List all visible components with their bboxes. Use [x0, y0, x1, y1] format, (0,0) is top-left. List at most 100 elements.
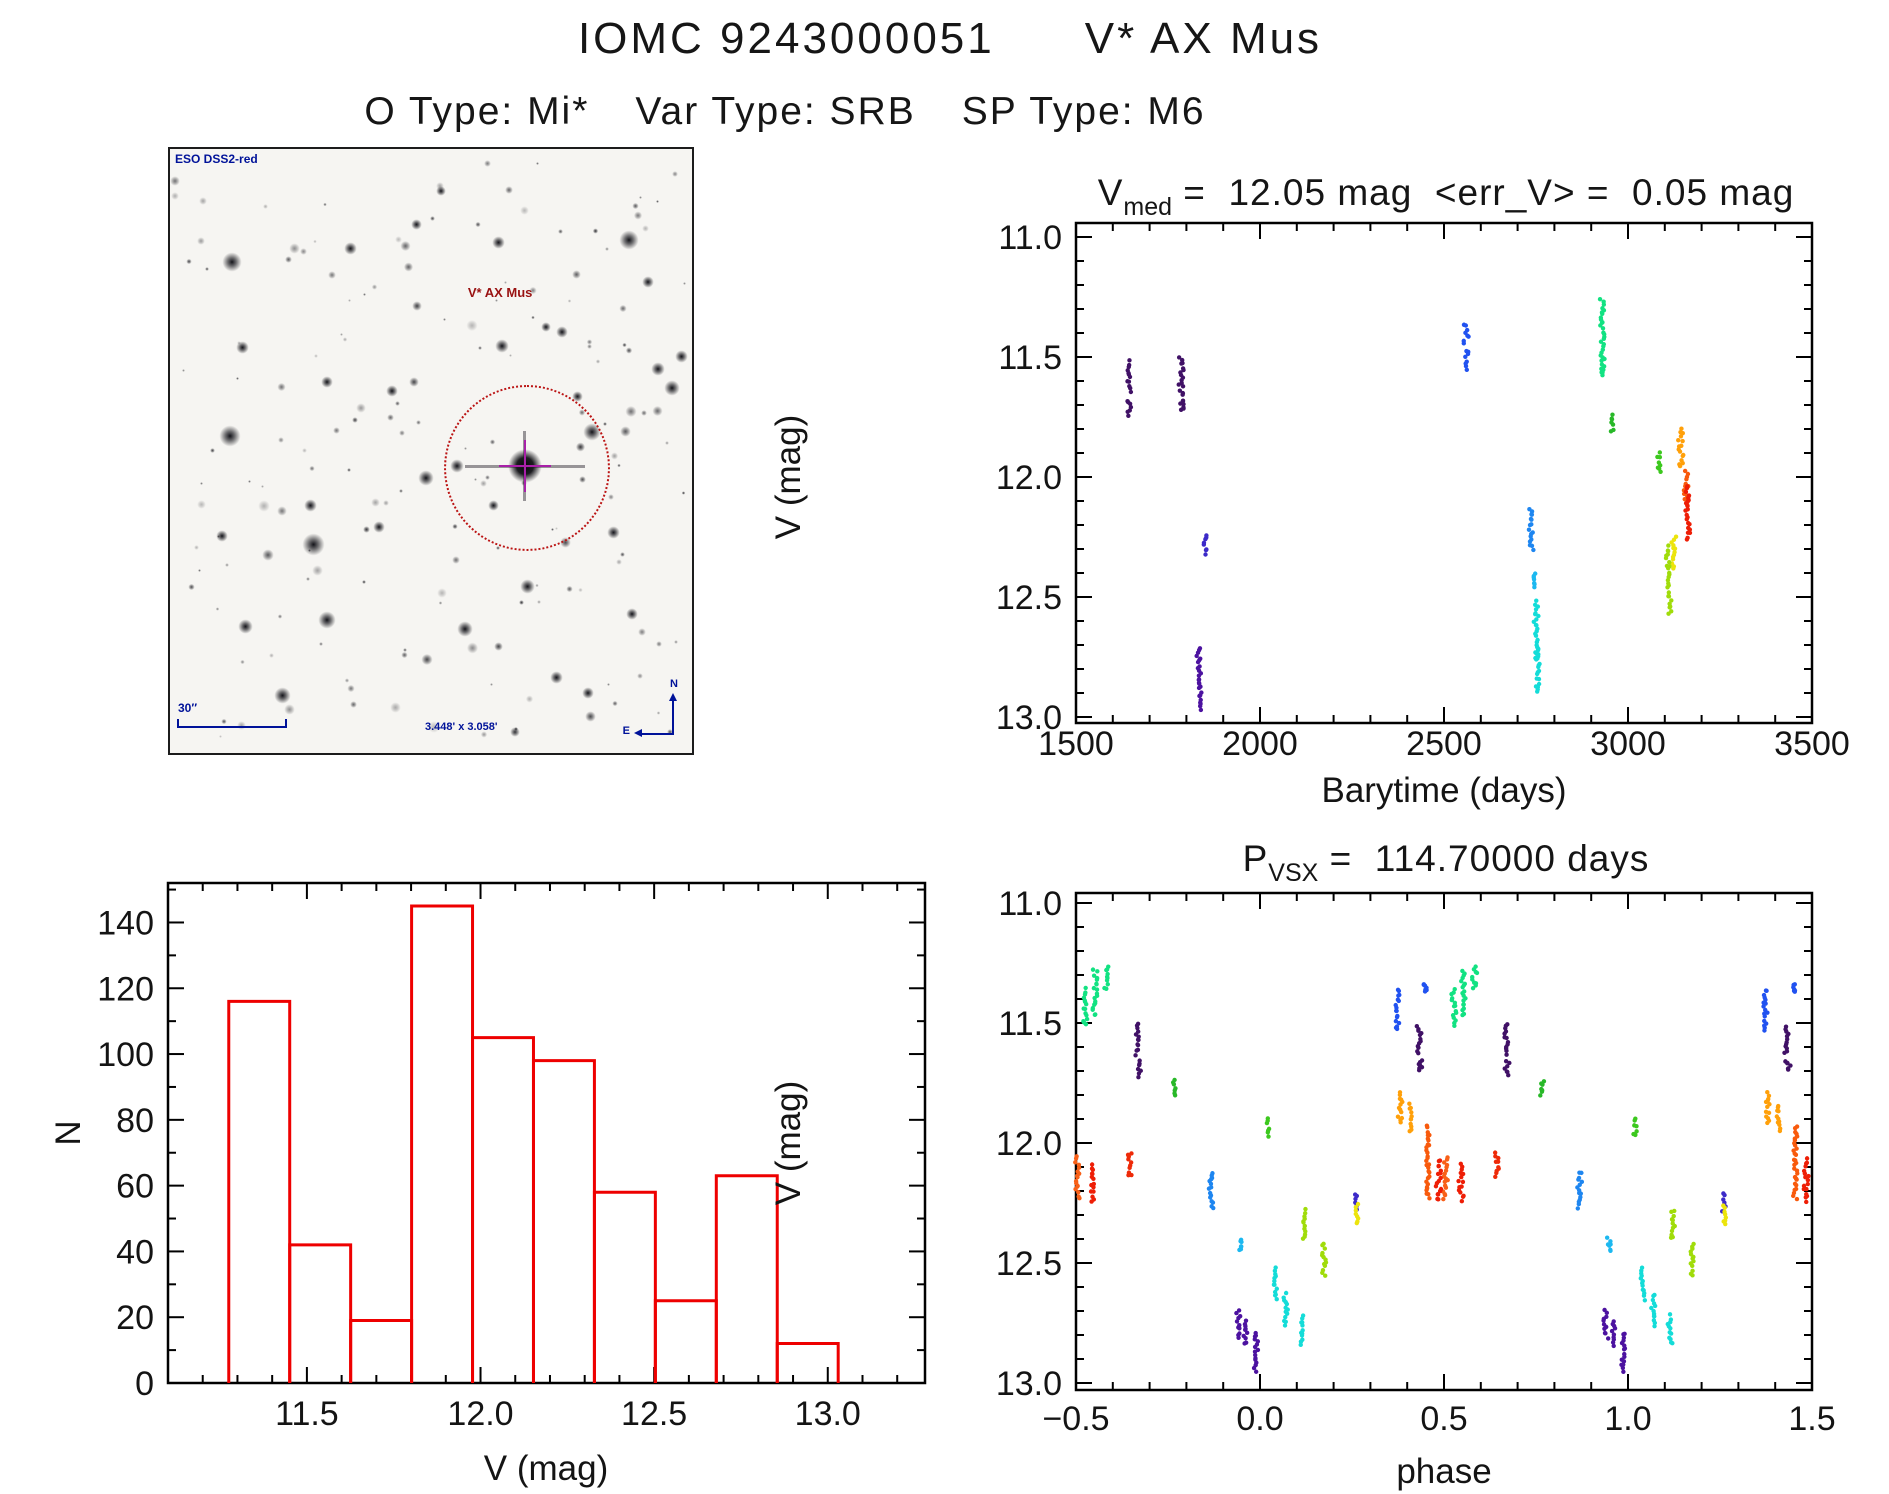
phase-axes: −0.5 0.0 0.5 1.0 1.5 11.0 11.5 12.0 12.5 13.0 — [996, 885, 1836, 1438]
star — [401, 652, 408, 659]
star — [452, 555, 461, 564]
star — [277, 614, 282, 619]
star — [350, 701, 358, 709]
svg-text:12.5: 12.5 — [996, 579, 1062, 617]
compass-icon: N E — [623, 678, 688, 747]
star — [398, 488, 403, 493]
star — [656, 711, 660, 715]
star — [558, 228, 564, 234]
star — [347, 684, 355, 692]
star — [639, 195, 643, 199]
star — [186, 258, 192, 265]
star — [395, 401, 400, 406]
svg-text:0: 0 — [135, 1365, 154, 1403]
svg-text:11.0: 11.0 — [998, 219, 1062, 257]
star — [417, 470, 434, 487]
star — [284, 703, 296, 716]
star — [284, 255, 292, 263]
page-title-id: IOMC 9243000051 — [577, 14, 995, 63]
star — [289, 243, 300, 254]
star — [421, 653, 433, 666]
star — [222, 251, 243, 272]
star — [664, 379, 681, 396]
svg-text:13.0: 13.0 — [795, 1395, 861, 1433]
star — [344, 678, 350, 683]
star — [219, 424, 242, 447]
star — [624, 405, 637, 418]
star — [572, 270, 581, 279]
star — [451, 523, 458, 530]
subtitle-otype: O Type: Mi* — [364, 90, 590, 133]
star — [667, 728, 673, 735]
star — [520, 579, 536, 595]
star — [537, 600, 542, 605]
star — [610, 451, 619, 460]
phase-points — [1073, 964, 1811, 1374]
lightcurve-plot: 1500 2000 2500 3000 3500 11.0 11.5 12.0 12.5 13.0… — [769, 219, 1850, 810]
star — [540, 322, 551, 333]
subtitle-vartype: Var Type: SRB — [635, 90, 916, 133]
star — [619, 425, 631, 438]
lightcurve-axes: 1500 2000 2500 3000 3500 11.0 11.5 12.0 12.5 13.0 — [996, 219, 1850, 763]
target-circle — [443, 385, 610, 552]
star — [655, 641, 663, 648]
star — [278, 437, 285, 444]
star — [619, 304, 627, 313]
star — [603, 422, 608, 427]
star — [641, 275, 654, 288]
star — [607, 494, 614, 501]
star — [323, 202, 327, 207]
svg-text:3500: 3500 — [1774, 725, 1850, 763]
star — [276, 506, 288, 517]
star — [622, 342, 627, 348]
svg-text:100: 100 — [97, 1036, 154, 1074]
star — [240, 659, 245, 665]
star — [619, 229, 640, 250]
star — [390, 701, 402, 713]
star — [584, 710, 597, 722]
star — [385, 384, 398, 397]
star — [411, 219, 423, 230]
star — [560, 537, 571, 548]
star — [436, 182, 444, 190]
page-subtitle: O Type: Mi* Var Type: SRB SP Type: M6 — [280, 90, 1290, 134]
star — [625, 608, 638, 621]
histogram-bars — [227, 904, 840, 1383]
scale-bar-label: 30″ — [178, 701, 198, 715]
star — [456, 621, 473, 638]
star — [197, 568, 202, 572]
star — [219, 735, 223, 739]
star — [235, 377, 239, 381]
star — [262, 549, 274, 561]
star — [436, 587, 448, 599]
star — [632, 202, 639, 210]
star — [615, 558, 623, 566]
star — [681, 491, 686, 495]
star — [652, 405, 664, 417]
star — [612, 700, 618, 707]
svg-text:80: 80 — [116, 1102, 154, 1140]
star — [200, 482, 203, 486]
star — [496, 546, 501, 551]
svg-text:2000: 2000 — [1222, 725, 1298, 763]
lightcurve-ylabel: V (mag) — [769, 415, 808, 539]
star — [606, 682, 610, 687]
star — [205, 266, 209, 271]
svg-text:3000: 3000 — [1590, 725, 1666, 763]
svg-text:12.0: 12.0 — [996, 459, 1062, 497]
star — [513, 726, 518, 731]
star — [636, 672, 644, 680]
svg-text:13.0: 13.0 — [996, 1365, 1062, 1403]
star — [318, 642, 323, 647]
star — [549, 671, 563, 684]
star — [309, 466, 315, 472]
star — [555, 326, 568, 338]
star — [299, 248, 307, 256]
star — [313, 240, 317, 244]
svg-text:1500: 1500 — [1038, 725, 1114, 763]
svg-text:11.5: 11.5 — [275, 1395, 339, 1433]
star — [581, 686, 594, 699]
star — [400, 240, 411, 252]
star — [312, 565, 323, 577]
star — [188, 583, 196, 591]
